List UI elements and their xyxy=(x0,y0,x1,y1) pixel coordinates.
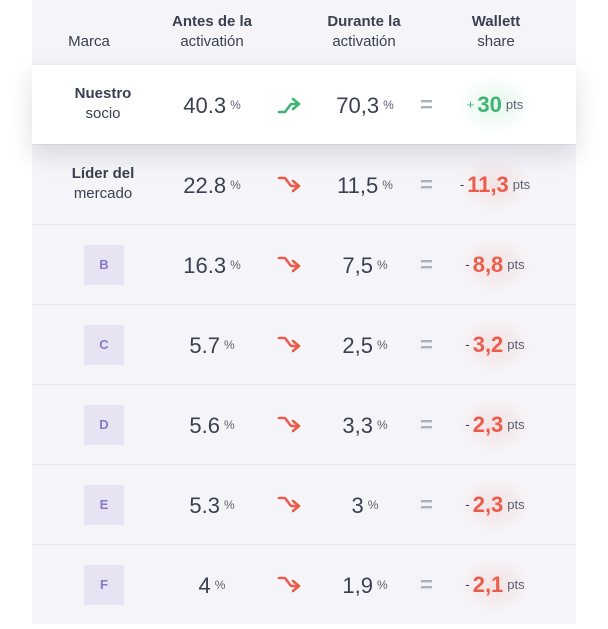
during-value: 3,3% xyxy=(342,413,388,438)
before-value: 5.6% xyxy=(189,413,235,438)
equals-sign: = xyxy=(420,572,433,597)
table-row: C 5.7% 2,5% = -3,2 pts xyxy=(32,304,576,384)
before-value: 5.3% xyxy=(189,493,235,518)
during-value: 11,5% xyxy=(337,173,393,198)
share-highlight xyxy=(457,395,533,455)
share-unit: pts xyxy=(507,337,525,352)
share-unit: pts xyxy=(507,497,525,512)
brand-name-bold: Líder del xyxy=(71,165,135,182)
table-row-highlighted: Nuestro socio 40.3% 70,3% = +30 pts xyxy=(32,64,576,144)
table-row: E 5.3% 3% = -2,3 pts xyxy=(32,464,576,544)
share-sign: - xyxy=(465,337,470,352)
share-highlight xyxy=(457,475,533,535)
brand-name-normal: mercado xyxy=(73,185,133,202)
share-sign: - xyxy=(465,257,470,272)
share-unit: pts xyxy=(505,97,524,112)
brand-badge: D xyxy=(84,405,124,445)
share-value: 30 xyxy=(477,92,502,117)
down-arrow-icon xyxy=(277,253,303,277)
share-sign: + xyxy=(466,97,475,112)
brand-badge: C xyxy=(84,325,124,365)
during-value: 2,5% xyxy=(342,333,388,358)
share-unit: pts xyxy=(507,257,525,272)
share-unit: pts xyxy=(507,577,525,592)
share-highlight xyxy=(457,315,533,375)
table-row: F 4% 1,9% = -2,1 pts xyxy=(32,544,576,624)
share-column-header: Wallett share xyxy=(471,13,521,50)
share-sign: - xyxy=(459,177,465,192)
share-unit: pts xyxy=(507,417,525,432)
up-arrow-icon xyxy=(277,93,303,117)
down-arrow-icon xyxy=(277,573,303,597)
share-value: 3,2 xyxy=(472,332,504,357)
during-value: 1,9% xyxy=(342,573,388,598)
brand-badge: F xyxy=(84,565,124,605)
down-arrow-icon xyxy=(277,333,303,357)
during-column-header: Durante la activatión xyxy=(327,13,401,50)
table-header: Marca Antes de la activatión Durante la … xyxy=(32,0,576,64)
brand-badge: B xyxy=(84,245,124,285)
during-value: 7,5% xyxy=(342,253,388,278)
share-value: 11,3 xyxy=(467,172,509,197)
share-sign: - xyxy=(465,497,470,512)
share-highlight xyxy=(457,75,533,135)
equals-sign: = xyxy=(420,172,433,197)
equals-sign: = xyxy=(420,412,433,437)
before-value: 22.8% xyxy=(183,173,241,198)
before-column-header: Antes de la activatión xyxy=(171,13,253,50)
brand-name-normal: socio xyxy=(85,105,121,122)
share-highlight xyxy=(457,155,533,215)
during-value: 70,3% xyxy=(336,93,394,118)
table-row: Líder del mercado 22.8% 11,5% = -11,3 pts xyxy=(32,144,576,224)
before-value: 4% xyxy=(198,573,226,598)
share-highlight xyxy=(457,235,533,295)
table-row: D 5.6% 3,3% = -2,3 pts xyxy=(32,384,576,464)
brand-column-header: Marca xyxy=(68,33,110,50)
equals-sign: = xyxy=(420,332,433,357)
during-value: 3% xyxy=(351,493,379,518)
equals-sign: = xyxy=(420,492,433,517)
brand-name-bold: Nuestro xyxy=(74,85,132,102)
down-arrow-icon xyxy=(277,493,303,517)
table-row: B 16.3% 7,5% = -8,8 pts xyxy=(32,224,576,304)
equals-sign: = xyxy=(420,252,433,277)
share-sign: - xyxy=(465,577,470,592)
share-value: 2,3 xyxy=(472,412,504,437)
before-value: 16.3% xyxy=(183,253,241,278)
share-highlight xyxy=(457,555,533,615)
down-arrow-icon xyxy=(277,413,303,437)
share-value: 2,3 xyxy=(472,492,504,517)
share-value: 2,1 xyxy=(472,572,504,597)
before-value: 40.3% xyxy=(183,93,241,118)
equals-sign: = xyxy=(420,92,433,117)
before-value: 5.7% xyxy=(189,333,235,358)
brand-badge: E xyxy=(84,485,124,525)
share-sign: - xyxy=(465,417,470,432)
share-value: 8,8 xyxy=(472,252,504,277)
share-unit: pts xyxy=(512,177,531,192)
down-arrow-icon xyxy=(277,173,303,197)
